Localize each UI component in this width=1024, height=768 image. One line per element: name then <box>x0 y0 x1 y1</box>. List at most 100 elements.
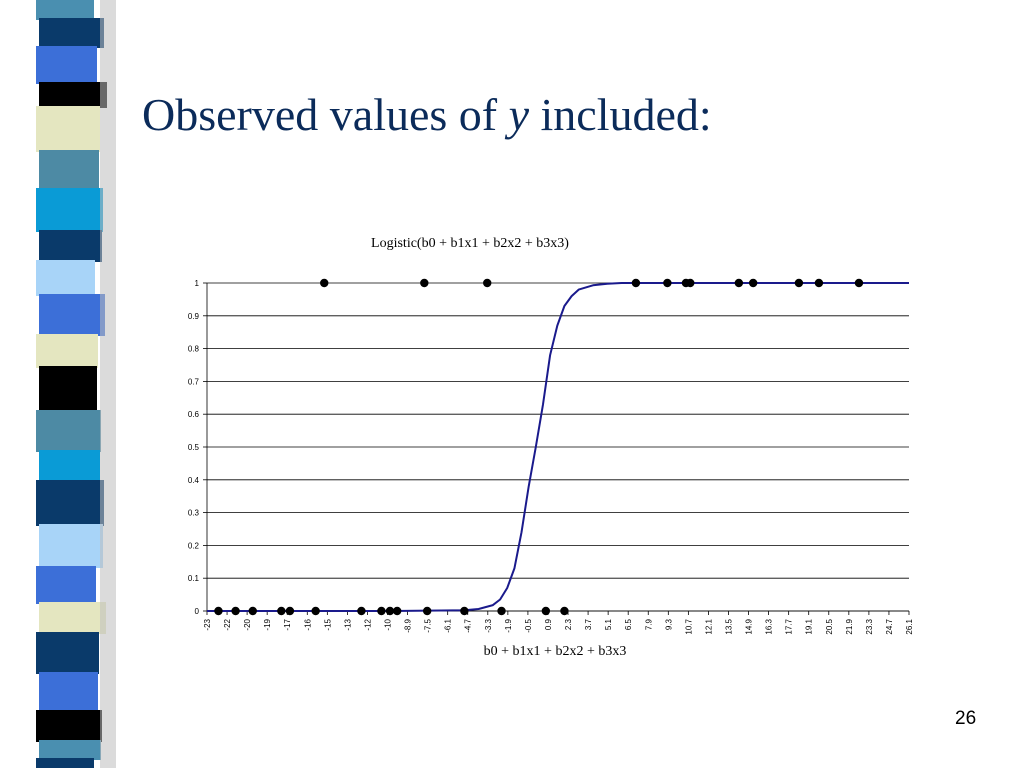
x-tick-label: 14.9 <box>745 618 754 634</box>
x-tick-label: -17 <box>283 618 292 630</box>
observed-point <box>385 606 395 616</box>
strip-block <box>36 188 103 232</box>
strip-block <box>39 366 97 412</box>
x-tick-label: -23 <box>203 618 212 630</box>
observed-point <box>483 278 492 288</box>
observed-point <box>357 606 366 616</box>
x-tick-label: 9.3 <box>664 618 673 630</box>
strip-block <box>36 480 104 526</box>
slide-title-prefix: Observed values of <box>142 89 509 140</box>
observed-point <box>794 278 804 288</box>
observed-point <box>392 606 402 616</box>
y-tick-label: 0.9 <box>188 312 200 321</box>
strip-block <box>39 602 106 634</box>
strip-block <box>36 632 99 674</box>
logistic-chart: 0 0.1 0.2 0.3 0.4 0.5 0.6 0.7 0.8 0.9 1 -23 -22 -20 -1… <box>185 225 925 665</box>
x-tick-label: 7.9 <box>644 618 653 630</box>
slide-title-variable: y <box>508 89 530 140</box>
strip-block <box>39 672 98 712</box>
x-tick-label: 2.3 <box>564 618 573 630</box>
x-tick-label: -10 <box>384 618 393 630</box>
x-tick-label: 6.5 <box>624 618 633 630</box>
decorative-side-strip <box>0 0 120 768</box>
observed-point <box>686 278 695 288</box>
y-tick-label: 0.4 <box>188 476 200 485</box>
y-tick-label: 0.7 <box>188 377 200 386</box>
x-tick-label: 13.5 <box>724 618 733 634</box>
x-tick-label: -13 <box>343 618 352 630</box>
y-tick-label: 0.5 <box>188 443 200 452</box>
x-tick-label: -16 <box>303 618 312 630</box>
strip-block <box>36 0 94 20</box>
observed-point <box>631 278 641 288</box>
observed-point <box>460 606 469 616</box>
strip-block <box>36 334 98 368</box>
strip-block <box>36 410 101 452</box>
y-tick-label: 0.2 <box>188 541 200 550</box>
observed-point <box>377 606 386 616</box>
observed-point <box>214 606 223 616</box>
x-tick-label: 23.3 <box>865 618 874 634</box>
x-tick-label: 21.9 <box>845 618 854 634</box>
x-tick-label: -1.9 <box>504 618 513 632</box>
x-tick-label: 17.7 <box>785 618 794 634</box>
x-tick-label: -15 <box>323 618 332 630</box>
x-tick-label: 12.1 <box>704 618 713 634</box>
observed-point <box>560 606 569 616</box>
x-tick-label: -8.9 <box>404 618 413 632</box>
observed-point <box>231 606 240 616</box>
x-tick-label: 10.7 <box>684 618 693 634</box>
strip-block <box>36 566 96 604</box>
x-tick-label: -3.3 <box>484 618 493 632</box>
x-tick-label: 16.3 <box>765 618 774 634</box>
strip-block <box>36 758 94 768</box>
observed-point <box>420 278 429 288</box>
observed-point <box>277 606 286 616</box>
observed-point <box>663 278 672 288</box>
observed-point <box>814 278 824 288</box>
x-tick-label: -20 <box>243 618 252 630</box>
observed-point <box>320 278 329 288</box>
x-tick-label: 3.7 <box>584 618 593 630</box>
x-tick-label: -19 <box>263 618 272 630</box>
strip-block <box>39 524 103 568</box>
x-tick-label: 19.1 <box>805 618 814 634</box>
y-tick-label: 0.3 <box>188 509 200 518</box>
x-tick-label: 20.5 <box>825 618 834 634</box>
y-tick-label: 0.8 <box>188 345 200 354</box>
x-tick-label: -4.7 <box>464 618 473 632</box>
observed-point <box>422 606 432 616</box>
x-tick-label: -12 <box>363 618 372 630</box>
strip-block <box>36 710 102 742</box>
strip-block <box>39 230 102 262</box>
chart-x-axis-label: b0 + b1x1 + b2x2 + b3x3 <box>484 644 627 659</box>
page-number: 26 <box>955 708 977 729</box>
decorative-stripes <box>0 0 120 768</box>
observed-point <box>734 278 744 288</box>
y-tick-label: 1 <box>195 279 200 288</box>
chart-canvas: 0 0.1 0.2 0.3 0.4 0.5 0.6 0.7 0.8 0.9 1 -23 -22 -20 -1… <box>188 236 914 659</box>
observed-point <box>285 606 295 616</box>
strip-block <box>39 450 100 482</box>
x-tick-label: -0.5 <box>524 618 533 632</box>
strip-block <box>39 82 107 108</box>
observed-point <box>248 606 257 616</box>
x-tick-label: -6.1 <box>444 618 453 632</box>
strip-shadow <box>100 0 116 768</box>
strip-block <box>39 294 105 336</box>
strip-block <box>36 46 97 84</box>
x-tick-label: 0.9 <box>544 618 553 630</box>
logistic-curve <box>207 282 909 612</box>
y-tick-label: 0.1 <box>188 574 200 583</box>
slide-title-suffix: included: <box>529 89 712 140</box>
x-tick-label: 5.1 <box>604 618 613 630</box>
x-tick-label: 26.1 <box>905 618 914 634</box>
observed-point <box>541 606 551 616</box>
x-tick-label: 24.7 <box>885 618 894 634</box>
strip-block <box>39 150 99 190</box>
observed-point <box>311 606 320 616</box>
y-tick-label: 0 <box>195 607 200 616</box>
strip-block <box>39 18 104 48</box>
observed-point <box>854 278 864 288</box>
y-tick-label: 0.6 <box>188 410 200 419</box>
